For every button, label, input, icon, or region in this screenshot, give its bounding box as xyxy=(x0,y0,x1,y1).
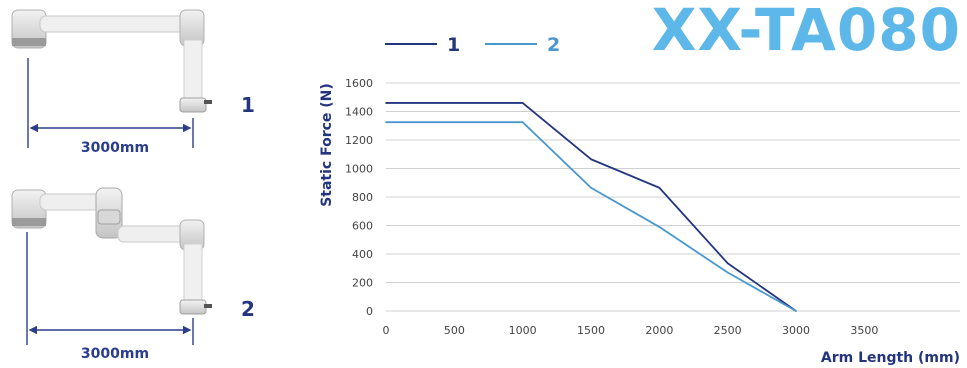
y-tick-label: 1600 xyxy=(345,77,373,90)
arm-1-dimension-text: 3000mm xyxy=(81,140,149,156)
arm-1-dimension xyxy=(27,58,194,148)
chart-series xyxy=(385,102,797,312)
x-tick-label: 500 xyxy=(444,324,465,337)
arm-diagrams: 3000mm 1 3000mm 2 xyxy=(11,9,255,362)
arm-2-illustration xyxy=(11,187,212,315)
arm-2-label: 2 xyxy=(241,297,255,321)
legend-label-2: 2 xyxy=(547,34,560,56)
data-point-2 xyxy=(590,186,592,189)
x-axis-label: Arm Length (mm) xyxy=(821,350,960,366)
data-point-1 xyxy=(658,186,661,189)
arm-1-label: 1 xyxy=(241,93,255,117)
legend-label-1: 1 xyxy=(447,34,460,56)
x-tick-label: 0 xyxy=(383,324,390,337)
series-line-2 xyxy=(386,121,797,312)
arm-2-dimension-text: 3000mm xyxy=(81,346,149,362)
arm-1-illustration xyxy=(11,9,212,113)
data-point-2 xyxy=(521,121,524,123)
y-tick-labels: 0 200 400 600 800 1000 1200 1400 1600 xyxy=(345,77,373,318)
data-point-2 xyxy=(658,226,661,228)
series-line-1 xyxy=(386,102,797,312)
x-tick-label: 3500 xyxy=(850,324,878,337)
x-tick-labels: 0 500 1000 1500 2000 2500 3000 3500 xyxy=(383,324,879,337)
data-point-2 xyxy=(795,310,797,312)
data-point-2 xyxy=(726,271,729,274)
data-point-1 xyxy=(726,262,729,265)
y-tick-label: 800 xyxy=(352,191,373,204)
x-tick-label: 3000 xyxy=(782,324,810,337)
chart-grid xyxy=(386,82,960,312)
arm-2-dimension xyxy=(26,232,194,345)
y-tick-label: 1000 xyxy=(345,163,373,176)
data-point-1 xyxy=(590,158,592,161)
y-tick-label: 1200 xyxy=(345,134,373,147)
data-point-1 xyxy=(385,102,387,104)
x-tick-label: 1000 xyxy=(509,324,537,337)
data-point-2 xyxy=(385,121,387,123)
x-tick-label: 1500 xyxy=(577,324,605,337)
x-tick-label: 2500 xyxy=(714,324,742,337)
y-tick-label: 0 xyxy=(366,305,373,318)
y-tick-label: 1400 xyxy=(345,106,373,119)
y-tick-label: 400 xyxy=(352,248,373,261)
x-tick-label: 2000 xyxy=(645,324,673,337)
y-axis-label: Static Force (N) xyxy=(319,83,335,207)
y-tick-label: 200 xyxy=(352,277,373,290)
product-title: XX-TA080 xyxy=(651,0,961,64)
y-tick-label: 600 xyxy=(352,220,373,233)
data-point-1 xyxy=(521,102,524,104)
